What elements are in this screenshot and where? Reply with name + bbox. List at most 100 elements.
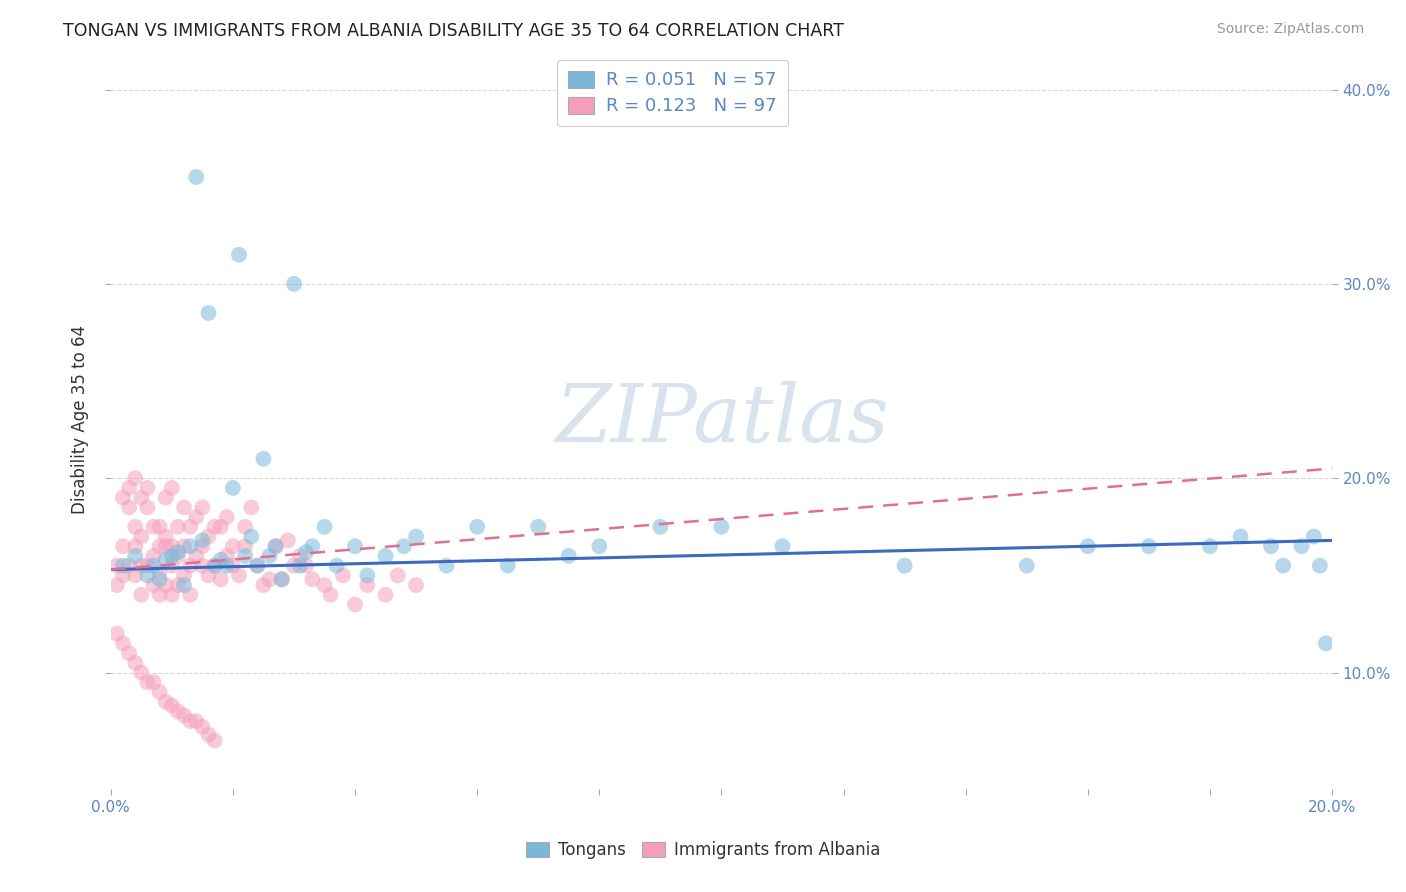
Point [527, 520, 550, 534]
Point [314, 578, 336, 592]
Point [111, 491, 134, 505]
Point [167, 578, 190, 592]
Point [288, 549, 311, 563]
Point [1309, 558, 1331, 573]
Point [332, 568, 354, 582]
Point [160, 558, 183, 573]
Point [136, 558, 159, 573]
Point [496, 558, 519, 573]
Point [149, 685, 172, 699]
Point [160, 549, 183, 563]
Legend: Tongans, Immigrants from Albania: Tongans, Immigrants from Albania [519, 835, 887, 866]
Point [191, 539, 214, 553]
Point [1137, 539, 1160, 553]
Point [155, 553, 177, 567]
Point [142, 520, 165, 534]
Point [215, 549, 238, 563]
Point [173, 578, 195, 592]
Point [149, 539, 172, 553]
Point [228, 568, 250, 582]
Point [197, 568, 219, 582]
Point [149, 520, 172, 534]
Point [228, 248, 250, 262]
Text: TONGAN VS IMMIGRANTS FROM ALBANIA DISABILITY AGE 35 TO 64 CORRELATION CHART: TONGAN VS IMMIGRANTS FROM ALBANIA DISABI… [63, 22, 844, 40]
Point [111, 636, 134, 650]
Point [129, 588, 152, 602]
Point [264, 539, 287, 553]
Point [588, 539, 610, 553]
Point [209, 572, 232, 586]
Point [124, 520, 146, 534]
Point [1302, 529, 1324, 543]
Point [160, 588, 183, 602]
Point [301, 572, 323, 586]
Point [167, 520, 190, 534]
Point [173, 500, 195, 515]
Point [344, 598, 367, 612]
Point [283, 277, 305, 291]
Point [129, 665, 152, 680]
Point [1015, 558, 1038, 573]
Point [186, 510, 208, 524]
Point [222, 481, 245, 495]
Point [197, 306, 219, 320]
Point [240, 529, 263, 543]
Point [1077, 539, 1099, 553]
Point [142, 558, 165, 573]
Point [129, 491, 152, 505]
Point [160, 698, 183, 713]
Point [893, 558, 915, 573]
Point [155, 529, 177, 543]
Point [111, 568, 134, 582]
Point [465, 520, 488, 534]
Point [374, 549, 396, 563]
Point [710, 520, 733, 534]
Point [295, 545, 318, 559]
Point [118, 500, 141, 515]
Point [129, 529, 152, 543]
Point [167, 545, 190, 559]
Legend: R = 0.051   N = 57, R = 0.123   N = 97: R = 0.051 N = 57, R = 0.123 N = 97 [557, 60, 787, 126]
Point [405, 578, 427, 592]
Point [124, 549, 146, 563]
Point [142, 578, 165, 592]
Point [209, 520, 232, 534]
Point [325, 558, 347, 573]
Point [252, 451, 274, 466]
Point [179, 588, 201, 602]
Point [215, 510, 238, 524]
Point [136, 500, 159, 515]
Point [186, 169, 208, 184]
Point [186, 549, 208, 563]
Point [105, 578, 128, 592]
Point [124, 568, 146, 582]
Point [191, 720, 214, 734]
Point [356, 568, 378, 582]
Point [105, 626, 128, 640]
Point [650, 520, 672, 534]
Point [155, 539, 177, 553]
Point [204, 558, 226, 573]
Text: Source: ZipAtlas.com: Source: ZipAtlas.com [1216, 22, 1364, 37]
Point [1260, 539, 1282, 553]
Point [558, 549, 581, 563]
Text: ZIPatlas: ZIPatlas [555, 381, 889, 458]
Point [191, 558, 214, 573]
Point [204, 733, 226, 747]
Point [149, 572, 172, 586]
Point [124, 471, 146, 485]
Point [191, 533, 214, 548]
Point [405, 529, 427, 543]
Point [772, 539, 794, 553]
Point [118, 481, 141, 495]
Point [215, 558, 238, 573]
Point [129, 558, 152, 573]
Point [173, 708, 195, 723]
Point [374, 588, 396, 602]
Point [149, 565, 172, 579]
Point [283, 558, 305, 573]
Point [179, 520, 201, 534]
Point [204, 558, 226, 573]
Point [252, 578, 274, 592]
Point [160, 539, 183, 553]
